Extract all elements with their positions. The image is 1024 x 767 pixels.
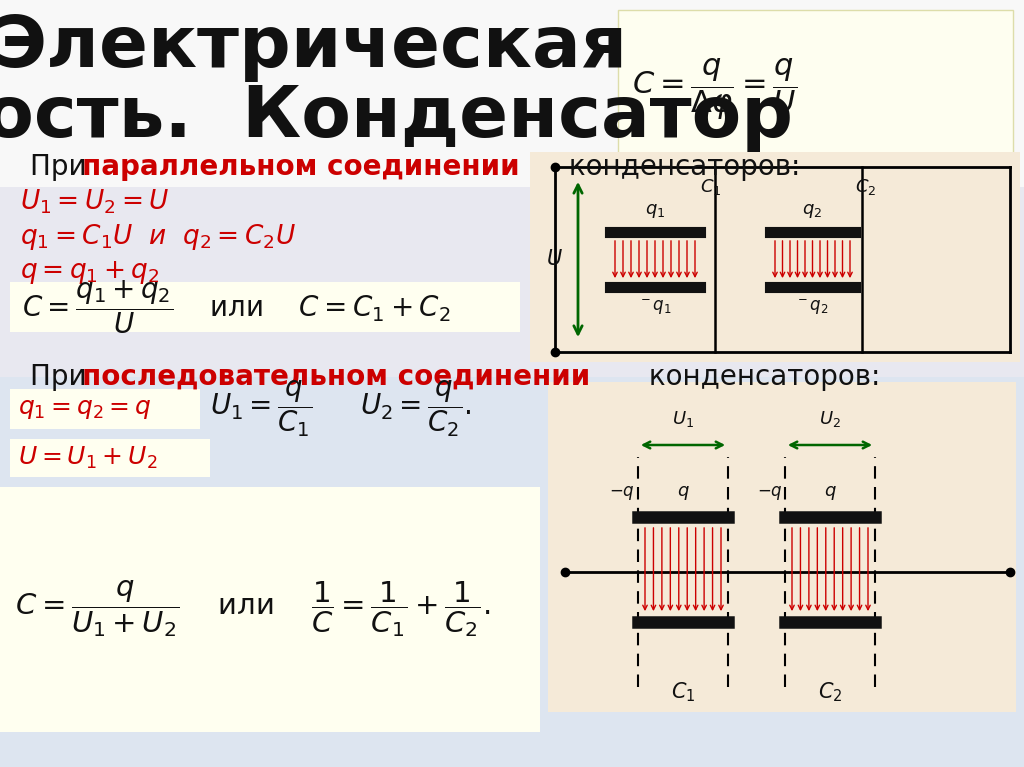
Text: $q_2$: $q_2$	[802, 202, 822, 220]
Text: $C = \dfrac{q}{\Delta\varphi} = \dfrac{q}{U}$: $C = \dfrac{q}{\Delta\varphi} = \dfrac{q…	[632, 56, 798, 122]
Text: $q_1 = C_1U$  и  $q_2 = C_2U$: $q_1 = C_1U$ и $q_2 = C_2U$	[20, 222, 296, 252]
Bar	[618, 10, 1013, 167]
Bar	[10, 389, 200, 429]
Text: $q$: $q$	[677, 484, 689, 502]
Bar	[10, 282, 520, 332]
Text: $C_1$: $C_1$	[700, 177, 722, 197]
Text: $-q$: $-q$	[609, 484, 635, 502]
Text: $^-q_1$: $^-q_1$	[638, 297, 672, 317]
Text: конденсаторов:: конденсаторов:	[640, 363, 881, 391]
Text: $U_1 = \dfrac{q}{C_1}$: $U_1 = \dfrac{q}{C_1}$	[210, 379, 312, 439]
Text: $q$: $q$	[823, 484, 837, 502]
Text: $C_2$: $C_2$	[855, 177, 877, 197]
Text: $U$: $U$	[546, 249, 563, 269]
Text: $^-q_2$: $^-q_2$	[795, 297, 828, 317]
Text: $C_1$: $C_1$	[671, 680, 695, 704]
Text: $C = \dfrac{q_1 + q_2}{U}$    или    $C = C_1 + C_2$: $C = \dfrac{q_1 + q_2}{U}$ или $C = C_1 …	[22, 278, 451, 336]
Text: $C_2$: $C_2$	[818, 680, 842, 704]
Text: $q_1 = q_2 = q$: $q_1 = q_2 = q$	[18, 397, 152, 421]
Text: последовательном соединении: последовательном соединении	[82, 363, 590, 391]
Text: $q_1$: $q_1$	[645, 202, 666, 220]
Text: конденсаторов:: конденсаторов:	[560, 153, 801, 181]
Bar	[0, 187, 1024, 377]
Bar	[530, 152, 1020, 362]
Text: параллельном соединении: параллельном соединении	[82, 153, 519, 181]
Bar	[0, 187, 1024, 767]
Text: $U = U_1 + U_2$: $U = U_1 + U_2$	[18, 445, 158, 471]
Text: $-q$: $-q$	[757, 484, 783, 502]
Bar	[10, 439, 210, 477]
Text: При: При	[30, 153, 95, 181]
Text: $U_1$: $U_1$	[672, 409, 694, 429]
Bar	[548, 382, 1016, 712]
Text: Электрическая: Электрическая	[0, 12, 627, 81]
Text: При: При	[30, 363, 95, 391]
Bar	[0, 487, 540, 732]
Text: $U_2$: $U_2$	[819, 409, 841, 429]
Text: $U_2 = \dfrac{q}{C_2}.$: $U_2 = \dfrac{q}{C_2}.$	[360, 379, 471, 439]
Bar	[0, 377, 1024, 767]
Text: емкость.  Конденсатор: емкость. Конденсатор	[0, 83, 793, 152]
Text: $U_1 = U_2 = U$: $U_1 = U_2 = U$	[20, 188, 169, 216]
Text: $C = \dfrac{q}{U_1 + U_2}$    или    $\dfrac{1}{C} = \dfrac{1}{C_1} + \dfrac{1}{: $C = \dfrac{q}{U_1 + U_2}$ или $\dfrac{1…	[15, 578, 490, 640]
Bar	[0, 0, 1024, 187]
Text: $q = q_1 + q_2$: $q = q_1 + q_2$	[20, 258, 160, 285]
